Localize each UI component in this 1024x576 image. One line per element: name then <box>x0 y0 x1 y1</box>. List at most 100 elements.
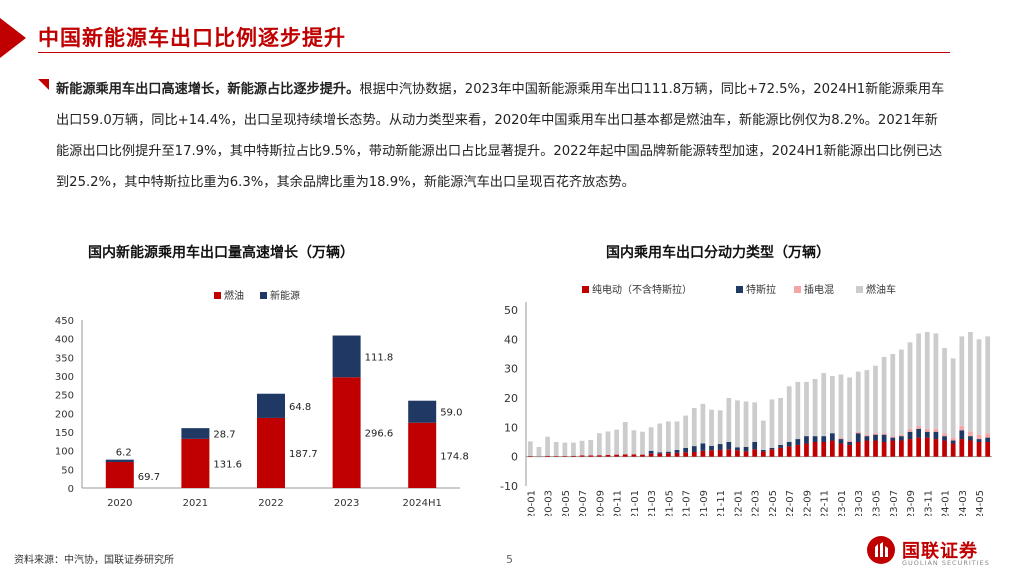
bar-series-0 <box>769 449 775 457</box>
x-tick-label: 2020 <box>107 498 132 509</box>
bar-series-0 <box>571 455 576 457</box>
x-tick-label: 2020-07 <box>578 490 589 516</box>
bar-series-2 <box>838 437 844 440</box>
y-tick-label: 400 <box>55 335 74 346</box>
bar-series-1 <box>838 439 844 444</box>
bar-series-0 <box>942 440 947 457</box>
bar-series-1 <box>752 442 758 450</box>
bar-series-1 <box>795 439 801 445</box>
bar-series-3 <box>769 399 775 448</box>
bar-series-1 <box>942 436 947 441</box>
bar-series-3 <box>968 332 973 432</box>
bar-series-1 <box>976 439 982 442</box>
bar-series-1 <box>821 436 827 442</box>
bar-series-3 <box>700 403 706 444</box>
bar-nev <box>105 459 134 462</box>
bar-series-1 <box>743 446 749 452</box>
bar-series-2 <box>899 434 904 437</box>
bar-series-3 <box>631 430 637 455</box>
bar-series-3 <box>735 400 740 448</box>
bar-series-0 <box>890 440 896 457</box>
bar-series-3 <box>899 349 904 435</box>
data-label-fuel: 69.7 <box>138 472 160 483</box>
bar-nev <box>408 400 437 423</box>
bar-series-3 <box>571 442 576 456</box>
bar-series-3 <box>804 381 809 437</box>
bar-series-3 <box>527 441 533 457</box>
y-tick-label: 300 <box>55 372 74 383</box>
x-tick-label: 2020-03 <box>544 490 555 516</box>
bar-series-3 <box>605 431 611 455</box>
paragraph-marker-icon <box>38 79 49 90</box>
bar-series-3 <box>657 423 663 453</box>
bar-series-0 <box>950 443 956 457</box>
x-tick-label: 2024-01 <box>941 490 952 516</box>
bar-series-0 <box>527 456 533 457</box>
bar-series-1 <box>812 436 818 442</box>
bar-series-1 <box>950 440 956 444</box>
bar-series-0 <box>562 456 568 457</box>
y-tick-label: 100 <box>55 447 74 458</box>
bar-series-1 <box>648 450 654 454</box>
bar-fuel <box>181 438 210 488</box>
bar-series-3 <box>985 336 991 434</box>
bar-series-0 <box>899 440 904 457</box>
bar-series-0 <box>726 449 732 457</box>
data-label-nev: 59.0 <box>440 408 462 419</box>
bar-series-0 <box>752 449 758 457</box>
bar-series-2 <box>959 425 965 431</box>
bar-series-3 <box>950 358 956 438</box>
x-tick-label: 2021-09 <box>699 490 710 516</box>
legend-swatch-0 <box>582 286 589 293</box>
x-tick-label: 2022-11 <box>820 490 831 516</box>
bar-fuel <box>332 377 361 488</box>
chart-annual-exports: 燃油 新能源 0 50 100 150 200 250 300 350 400 450 69.7 6.2 2… <box>55 289 469 509</box>
x-tick-label: 2021 <box>183 498 208 509</box>
bar-series-3 <box>812 378 818 437</box>
x-tick-label: 2020-11 <box>613 490 624 516</box>
bar-series-0 <box>743 451 749 457</box>
bar-series-1 <box>786 442 792 447</box>
bar-series-0 <box>657 453 663 457</box>
x-tick-label: 2021-05 <box>664 490 675 516</box>
logo-name: 国联证券 <box>902 541 978 562</box>
y-tick-label: 0 <box>68 484 74 495</box>
bar-series-3 <box>614 429 619 455</box>
bar-series-1 <box>717 444 723 450</box>
bar-series-1 <box>691 446 697 452</box>
x-tick-label: 2022-09 <box>802 490 813 516</box>
y-tick-label: 10 <box>504 421 518 434</box>
data-label-fuel: 296.6 <box>365 429 394 440</box>
bar-series-3 <box>942 348 947 434</box>
bar-series-1 <box>933 431 939 440</box>
bar-series-2 <box>855 431 861 434</box>
bar-series-2 <box>924 428 930 432</box>
bar-series-0 <box>691 451 697 457</box>
source-note: 资料来源：中汽协，国联证券研究所 <box>14 555 174 566</box>
chart2-title: 国内乘用车出口分动力类型（万辆） <box>606 245 830 261</box>
x-tick-label: 2023-03 <box>854 490 865 516</box>
data-label-nev: 111.8 <box>365 352 394 363</box>
y-tick-label: 20 <box>504 392 518 405</box>
bar-series-0 <box>838 443 844 457</box>
bar-series-2 <box>950 437 956 441</box>
header-divider <box>38 52 950 53</box>
legend-label-1: 特斯拉 <box>746 283 776 296</box>
logo-english-name: GUOLIAN SECURITIES <box>902 559 990 567</box>
bar-series-3 <box>588 439 594 456</box>
bar-series-3 <box>924 332 930 429</box>
bar-series-3 <box>717 410 723 445</box>
bar-series-0 <box>829 440 835 457</box>
y-tick-label: 30 <box>504 363 518 376</box>
y-tick-label: -10 <box>500 480 518 493</box>
bar-series-3 <box>536 446 542 457</box>
bar-series-3 <box>743 401 749 447</box>
x-tick-label: 2024-05 <box>975 490 986 516</box>
header-accent-triangle <box>0 18 26 58</box>
page-number: 5 <box>506 553 513 566</box>
bar-series-1 <box>683 447 689 453</box>
summary-paragraph: 新能源乘用车出口高速增长，新能源占比逐步提升。根据中汽协数据，2023年中国新能… <box>56 74 946 198</box>
bar-series-3 <box>881 356 887 434</box>
bar-series-1 <box>968 436 973 441</box>
bar-series-3 <box>709 409 714 446</box>
